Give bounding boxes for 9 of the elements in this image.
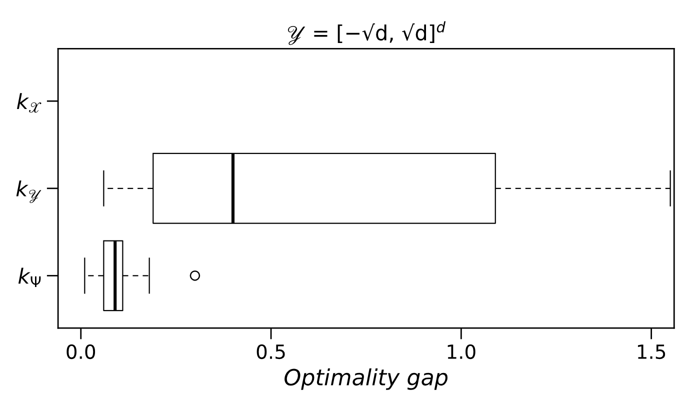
y-tick-label: k$_{𝒳}$ [16, 93, 42, 113]
x-axis-title: Optimality gap [284, 368, 448, 390]
y-tick-label: k$_{Ψ}$ [18, 268, 41, 288]
chart-title: 𝒴 = [−√d, √d]$^{d}$ [288, 21, 446, 45]
x-tick-label: 0.5 [256, 344, 285, 360]
x-tick-label: 0.0 [66, 344, 96, 360]
x-tick-label: 1.5 [638, 344, 666, 360]
y-tick-label: k$_{𝒴}$ [16, 180, 42, 204]
x-tick-label: 1.0 [448, 344, 476, 360]
